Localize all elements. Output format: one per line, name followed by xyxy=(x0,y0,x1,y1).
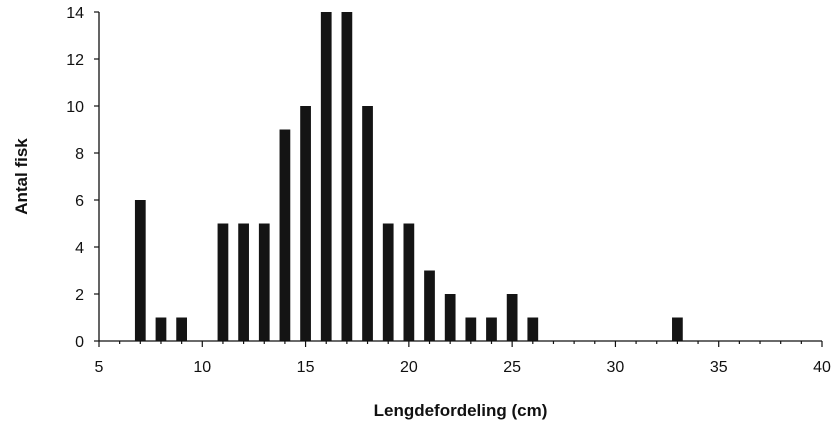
bar-17cm xyxy=(341,12,353,341)
bar-26cm xyxy=(527,317,539,341)
bar-14cm xyxy=(279,129,291,341)
bar-20cm xyxy=(403,223,415,341)
x-tick-label: 20 xyxy=(400,359,418,376)
y-tick-label: 14 xyxy=(66,5,84,22)
bar-13cm xyxy=(258,223,270,341)
x-axis-ticks: 5 10 15 20 25 30 35 40 xyxy=(95,341,831,376)
bars-group xyxy=(134,12,683,341)
bar-11cm xyxy=(217,223,229,341)
bar-15cm xyxy=(300,106,311,341)
y-axis-ticks: 0 2 4 6 8 10 12 14 xyxy=(66,5,99,351)
bar-12cm xyxy=(238,223,249,341)
y-tick-label: 6 xyxy=(75,193,84,210)
x-tick-label: 30 xyxy=(607,359,625,376)
x-tick-label: 10 xyxy=(193,359,211,376)
bar-7cm xyxy=(134,200,146,341)
bar-8cm xyxy=(155,317,167,341)
y-tick-label: 8 xyxy=(75,146,84,163)
bar-24cm xyxy=(486,317,497,341)
bar-22cm xyxy=(444,294,456,341)
bar-19cm xyxy=(382,223,394,341)
bar-21cm xyxy=(424,270,435,341)
x-tick-label: 15 xyxy=(297,359,315,376)
x-tick-label: 35 xyxy=(710,359,728,376)
bar-25cm xyxy=(506,294,518,341)
y-tick-label: 0 xyxy=(75,334,84,351)
y-axis-title: Antal fisk xyxy=(12,138,31,215)
y-tick-label: 2 xyxy=(75,287,84,304)
bar-18cm xyxy=(362,106,373,341)
x-axis-title: Lengdefordeling (cm) xyxy=(374,401,548,420)
bar-16cm xyxy=(320,12,332,341)
x-tick-label: 40 xyxy=(813,359,831,376)
bar-9cm xyxy=(176,317,187,341)
bar-33cm xyxy=(672,317,683,341)
x-tick-label: 25 xyxy=(503,359,521,376)
y-tick-label: 4 xyxy=(75,240,84,257)
x-tick-label: 5 xyxy=(95,359,104,376)
y-tick-label: 10 xyxy=(66,99,84,116)
bar-23cm xyxy=(465,317,477,341)
y-tick-label: 12 xyxy=(66,52,84,69)
